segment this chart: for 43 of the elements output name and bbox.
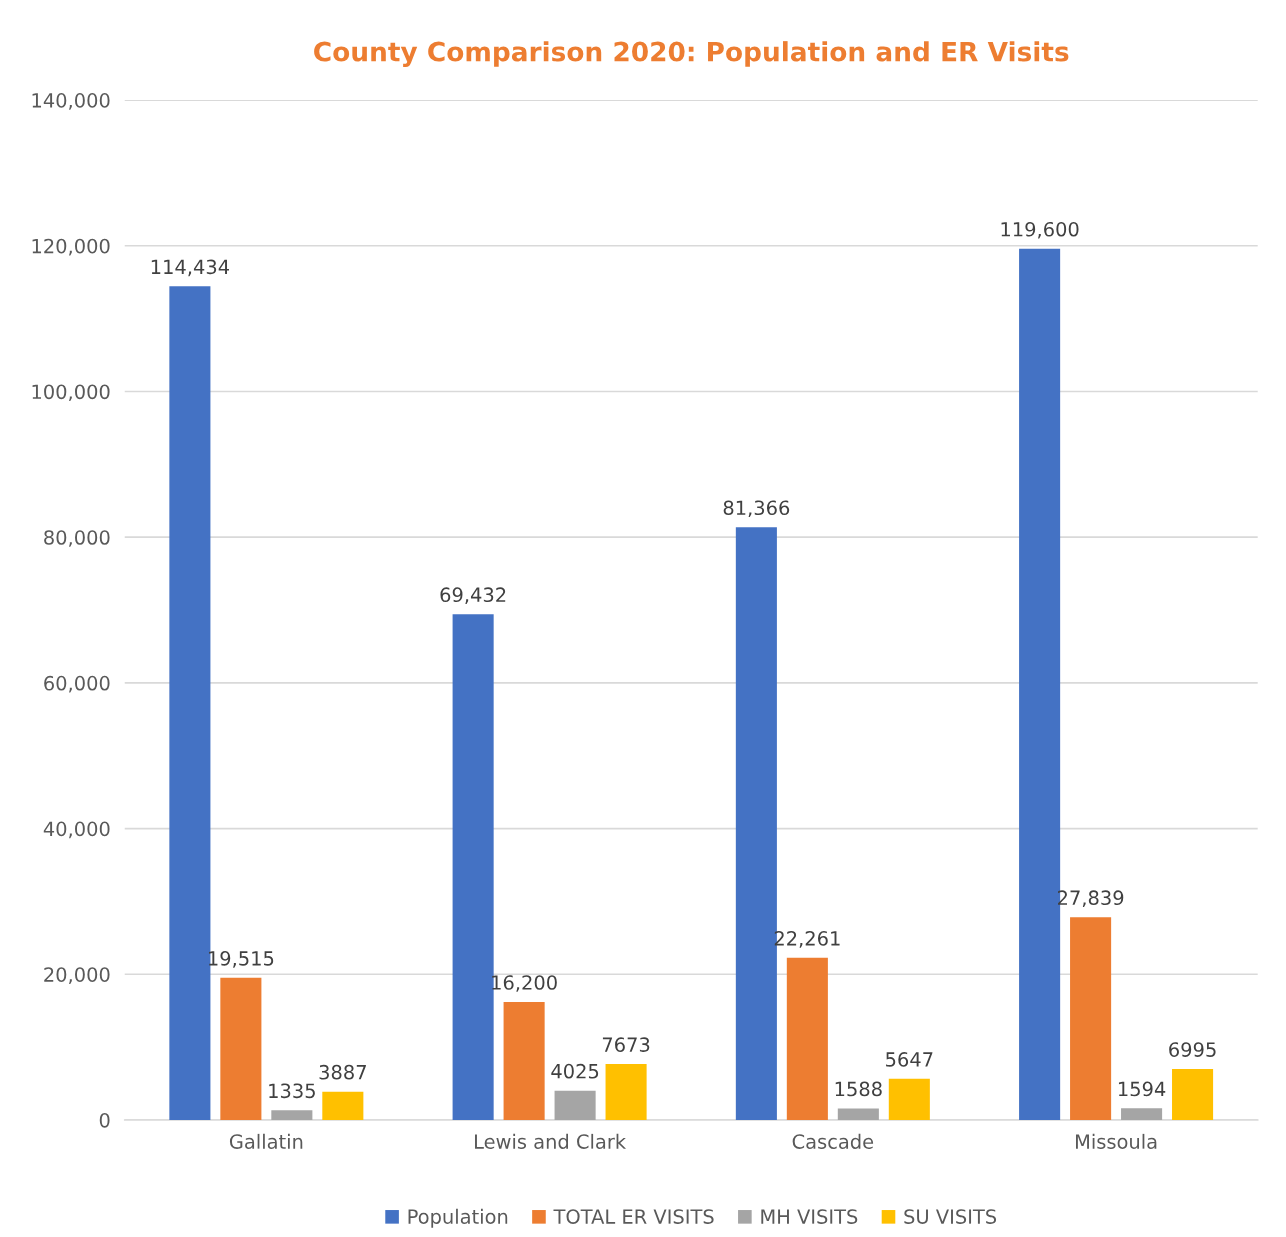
y-tick-label: 0 (99, 1112, 110, 1128)
bar (888, 1078, 930, 1120)
bar (1172, 1069, 1214, 1120)
data-label: 69,432 (440, 587, 506, 605)
bar (1121, 1108, 1163, 1120)
y-tick-label: 40,000 (43, 821, 110, 839)
data-label: 81,366 (723, 500, 790, 518)
bar (169, 286, 211, 1120)
bar (786, 957, 828, 1120)
bar (503, 1001, 545, 1120)
data-label: 7673 (602, 1037, 650, 1052)
y-tick-label: 100,000 (32, 384, 110, 402)
x-tick-label: Lewis and Clark (475, 1133, 627, 1149)
legend-label: MH VISITS (761, 1209, 858, 1224)
data-label: 6995 (1169, 1042, 1216, 1057)
bar (322, 1091, 364, 1120)
y-tick-label: 140,000 (32, 93, 110, 110)
legend-label: SU VISITS (904, 1209, 997, 1224)
data-label: 119,600 (1001, 221, 1079, 239)
data-label: 4025 (551, 1063, 599, 1079)
legend-label: TOTAL ER VISITS (553, 1209, 714, 1224)
y-tick-label: 20,000 (44, 967, 110, 984)
bar (1070, 917, 1112, 1120)
bar (837, 1108, 879, 1120)
bar (554, 1090, 596, 1120)
bar (220, 977, 262, 1120)
data-label: 3887 (319, 1064, 366, 1080)
data-label: 114,434 (151, 259, 229, 277)
bar (605, 1064, 647, 1120)
data-label: 5647 (886, 1052, 933, 1067)
y-tick-label: 80,000 (44, 530, 110, 547)
y-tick-label: 120,000 (32, 238, 110, 256)
x-tick-label: Gallatin (229, 1133, 303, 1149)
data-label: 1594 (1118, 1081, 1166, 1097)
x-tick-label: Missoula (1076, 1133, 1157, 1149)
data-label: 1588 (835, 1081, 882, 1097)
x-tick-label: Cascade (792, 1133, 874, 1149)
data-label: 1335 (269, 1083, 315, 1099)
legend-label: Population (408, 1208, 508, 1228)
y-tick-label: 60,000 (44, 675, 110, 693)
chart-title: County Comparison 2020: Population and ER Visits (314, 41, 1069, 67)
bar (271, 1110, 313, 1120)
bar (452, 614, 494, 1120)
